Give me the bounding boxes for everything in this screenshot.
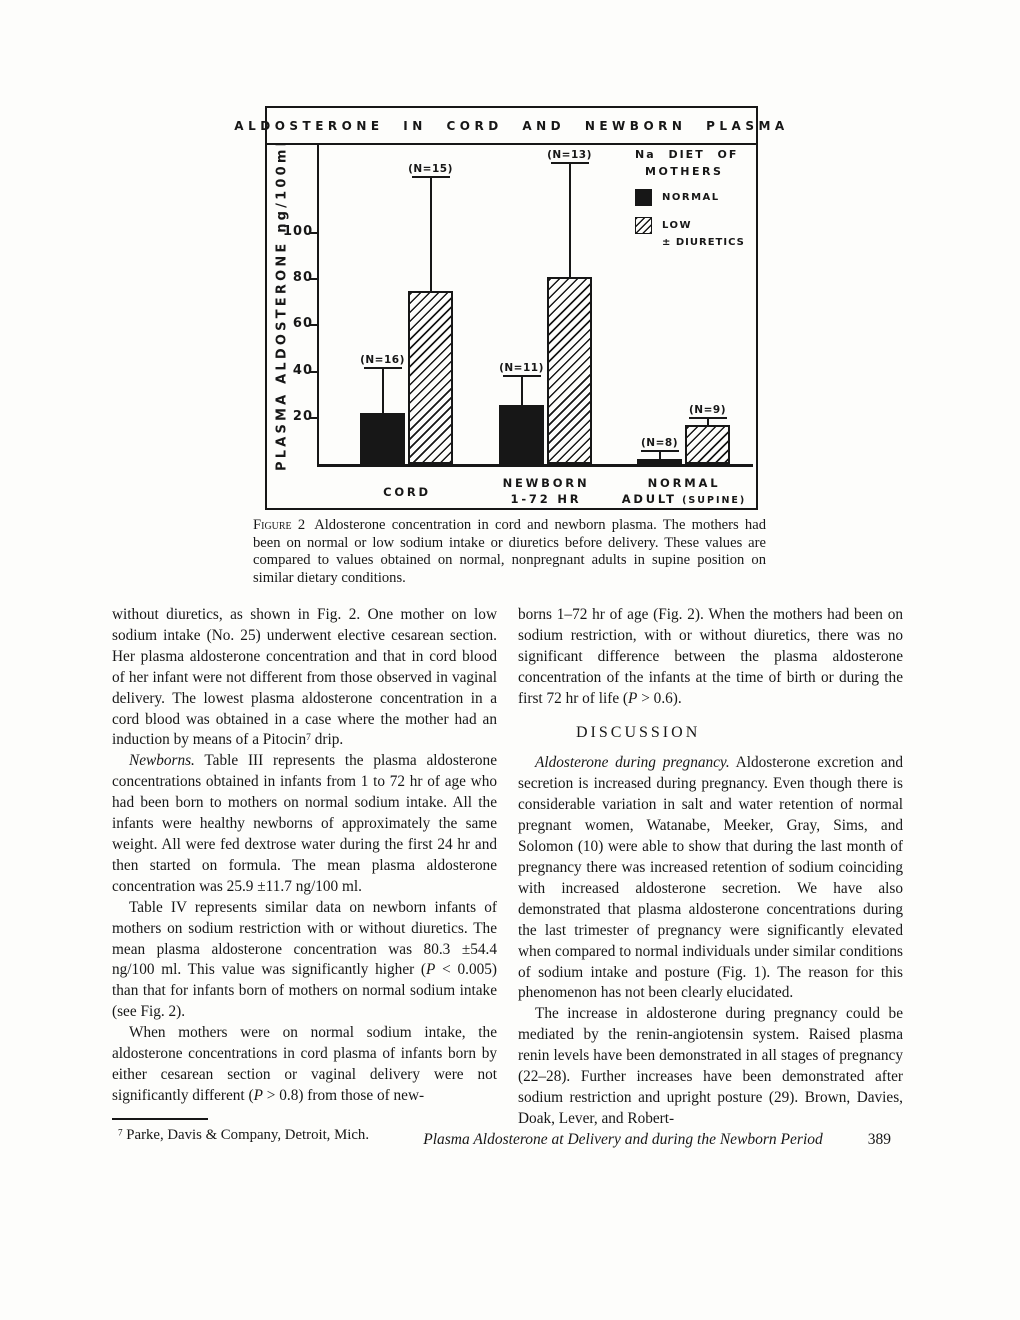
bar [685,424,730,464]
footnote-rule [112,1117,208,1120]
error-bar-cap [363,367,402,370]
error-bar-cap [550,161,589,164]
y-axis-label: PLASMA ALDOSTERONE ng/100ml [274,138,290,472]
bar [499,405,544,464]
legend-label-diuretics: ± DIURETICS [662,237,745,248]
y-tick [309,416,319,419]
n-count-label: (N=9) [689,403,726,416]
paragraph: The increase in aldosterone during pregn… [518,1005,903,1127]
error-bar-cap [640,450,679,453]
chart-legend: Na DIET OF MOTHERS NORMAL LOW ± DIURETIC… [635,148,755,248]
x-category-label: NORMAL ADULT (SUPINE) [621,476,747,506]
paragraph: borns 1–72 hr of age (Fig. 2). When the … [518,606,903,707]
footnote: 7 Parke, Davis & Company, Detroit, Mich. [118,1126,370,1143]
y-tick [309,278,319,281]
right-column: borns 1–72 hr of age (Fig. 2). When the … [518,605,903,1146]
error-bar-cap [502,375,541,378]
error-bar-cap [411,175,450,178]
bar [360,413,405,464]
legend-item-normal: NORMAL [635,189,755,206]
figure-caption: Figure 2 Aldosterone concentration in cor… [253,517,766,587]
n-count-label: (N=8) [641,437,678,450]
n-count-label: (N=13) [547,148,592,161]
error-bar [381,369,384,416]
x-category-label: CORD [383,485,431,499]
figure-2-bar-chart: ALDOSTERONE IN CORD AND NEWBORN PLASMA P… [234,106,784,510]
n-count-label: (N=16) [360,354,405,367]
n-count-label: (N=11) [499,362,544,375]
legend-swatch-hatch-icon [635,217,652,234]
page-number: 389 [867,1131,891,1148]
paragraph: Table IV represents similar data on newb… [112,898,497,1021]
bar [547,276,592,464]
bar [408,290,453,464]
section-heading-discussion: DISCUSSION [576,723,701,741]
paragraph: Newborns. Table III represents the plasm… [112,752,497,895]
error-bar-cap [688,416,727,419]
legend-title-line2: MOTHERS [645,165,724,178]
plot-area: Na DIET OF MOTHERS NORMAL LOW ± DIURETIC… [309,144,755,467]
legend-title-line1: Na DIET OF [635,148,739,161]
error-bar [568,163,571,279]
paragraph: Aldosterone during pregnancy. Aldosteron… [518,754,904,1002]
x-category-label: NEWBORN 1-72 HR [502,476,590,506]
chart-title: ALDOSTERONE IN CORD AND NEWBORN PLASMA [234,118,789,133]
legend-item-low: LOW [635,217,755,234]
body-text: without diuretics, as shown in Fig. 2. O… [112,605,903,1146]
figure-caption-text: Aldosterone concentration in cord and ne… [253,517,766,586]
page-footer: Plasma Aldosterone at Delivery and durin… [112,1131,903,1149]
y-tick [309,324,319,327]
figure-caption-label: Figure 2 [253,517,306,533]
y-tick [309,232,319,234]
y-tick [309,370,319,373]
error-bar [429,177,432,293]
bar [637,459,682,464]
left-column: without diuretics, as shown in Fig. 2. O… [112,605,497,1146]
running-title: Plasma Aldosterone at Delivery and durin… [423,1131,823,1148]
legend-label-normal: NORMAL [662,192,720,203]
chart-title-band: ALDOSTERONE IN CORD AND NEWBORN PLASMA [234,108,784,145]
error-bar [520,377,523,408]
legend-label-low: LOW [662,220,693,231]
paragraph: When mothers were on normal sodium intak… [112,1024,497,1104]
legend-swatch-solid-icon [635,189,652,206]
n-count-label: (N=15) [408,162,453,175]
error-bar [706,418,709,427]
error-bar [658,452,661,462]
paragraph: without diuretics, as shown in Fig. 2. O… [112,606,497,749]
